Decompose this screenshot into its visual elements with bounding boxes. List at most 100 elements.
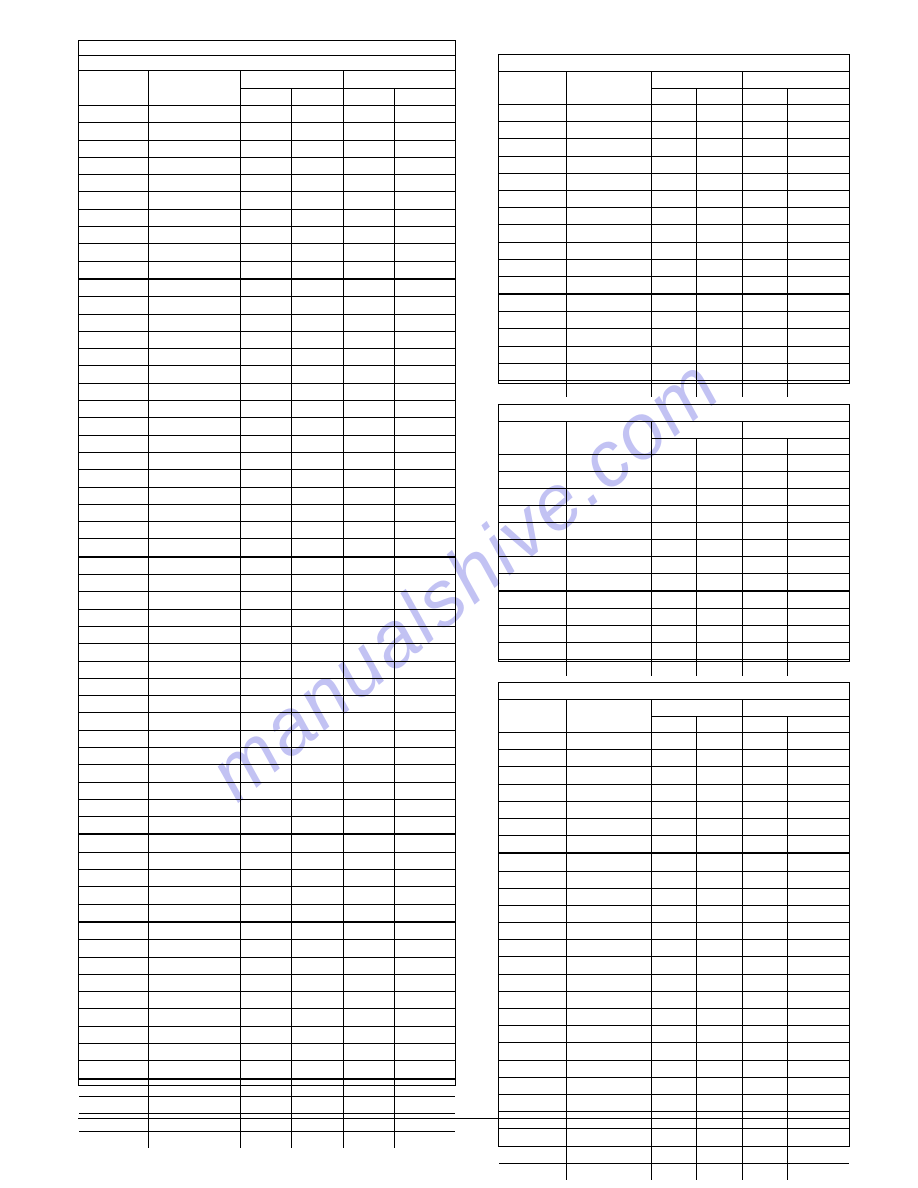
table-cell	[652, 592, 697, 608]
table-cell	[149, 887, 241, 903]
table-cell	[344, 853, 395, 869]
table-cell	[743, 157, 788, 173]
table-cell	[344, 210, 395, 226]
table-cell	[652, 489, 697, 505]
table-cell	[292, 765, 344, 781]
table-cell	[241, 453, 292, 469]
table-cell	[292, 1027, 344, 1043]
table-cell	[697, 1009, 743, 1025]
table-cell	[499, 364, 567, 380]
table-row	[499, 557, 849, 574]
table-cell	[241, 418, 292, 434]
header-cell	[567, 700, 652, 732]
table-cell	[79, 401, 149, 417]
table-cell	[788, 750, 849, 766]
table-cell	[395, 923, 455, 939]
table-cell	[743, 243, 788, 259]
table-row	[499, 733, 849, 750]
table-cell	[79, 141, 149, 157]
table-cell	[743, 872, 788, 888]
table-cell	[652, 225, 697, 241]
table-cell	[395, 141, 455, 157]
table-cell	[395, 679, 455, 695]
table-row	[499, 906, 849, 923]
table-cell	[79, 783, 149, 799]
table-cell	[743, 574, 788, 590]
table-cell	[567, 872, 652, 888]
table-row	[79, 280, 455, 297]
table-cell	[241, 123, 292, 139]
table-cell	[788, 1095, 849, 1111]
table-cell	[149, 905, 241, 921]
subtitle-row	[79, 56, 455, 71]
table-cell	[499, 1026, 567, 1042]
table-cell	[697, 489, 743, 505]
table-cell	[499, 750, 567, 766]
table-cell	[79, 244, 149, 260]
table-cell	[743, 455, 788, 471]
table-cell	[395, 384, 455, 400]
table-cell	[567, 191, 652, 207]
table-cell	[292, 522, 344, 538]
table-cell	[499, 854, 567, 870]
table-cell	[395, 783, 455, 799]
table-cell	[788, 260, 849, 276]
table-cell	[788, 329, 849, 345]
header-cell-split	[652, 422, 743, 454]
table-cell	[697, 1147, 743, 1163]
table-cell	[395, 1097, 455, 1113]
table-cell	[292, 923, 344, 939]
table-cell	[499, 381, 567, 397]
table-cell	[79, 349, 149, 365]
table-cell	[395, 470, 455, 486]
table-row	[79, 158, 455, 175]
table-cell	[499, 208, 567, 224]
table-cell	[743, 802, 788, 818]
table-cell	[743, 295, 788, 311]
table-cell	[652, 854, 697, 870]
table-cell	[241, 853, 292, 869]
table-cell	[788, 785, 849, 801]
table-cell	[652, 122, 697, 138]
table-cell	[395, 280, 455, 296]
table-row	[499, 295, 849, 312]
table-cell	[567, 1026, 652, 1042]
table-row	[79, 505, 455, 522]
table-cell	[292, 539, 344, 555]
table-cell	[79, 1027, 149, 1043]
table-row	[499, 489, 849, 506]
table-cell	[79, 297, 149, 313]
table-cell	[344, 384, 395, 400]
table-cell	[395, 975, 455, 991]
table-cell	[743, 643, 788, 659]
table-cell	[241, 992, 292, 1008]
table-row	[499, 592, 849, 609]
table-cell	[292, 332, 344, 348]
header-cell-split	[652, 72, 743, 104]
table-row	[79, 123, 455, 140]
table-cell	[395, 662, 455, 678]
table-cell	[241, 748, 292, 764]
table-cell	[788, 802, 849, 818]
table-cell	[567, 574, 652, 590]
table-cell	[697, 557, 743, 573]
table-cell	[292, 1097, 344, 1113]
table-cell	[652, 767, 697, 783]
header-cell	[567, 72, 652, 104]
table-cell	[652, 1129, 697, 1145]
table-cell	[499, 191, 567, 207]
table-row	[79, 522, 455, 539]
table-cell	[292, 1044, 344, 1060]
table-cell	[79, 192, 149, 208]
table-cell	[344, 1097, 395, 1113]
table-cell	[697, 260, 743, 276]
table-cell	[499, 733, 567, 749]
table-row	[79, 662, 455, 679]
table-cell	[292, 627, 344, 643]
table-cell	[697, 767, 743, 783]
table-cell	[395, 905, 455, 921]
table-cell	[652, 992, 697, 1008]
table-cell	[788, 1009, 849, 1025]
table-cell	[292, 175, 344, 191]
table-cell	[788, 381, 849, 397]
